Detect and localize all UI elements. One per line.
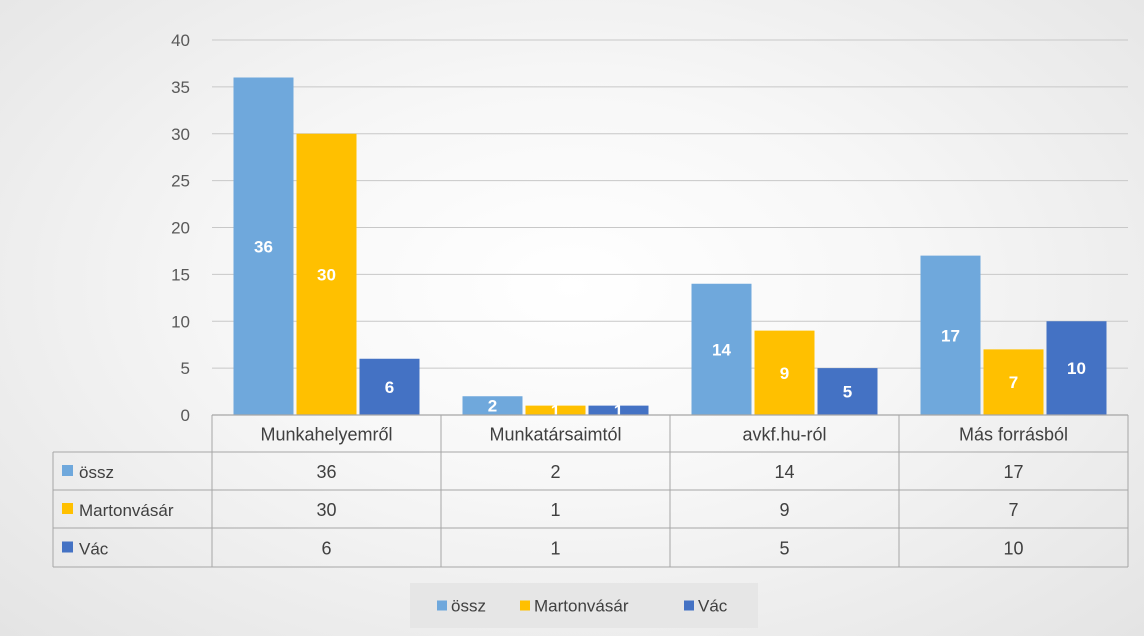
y-tick-label: 30 xyxy=(171,125,190,144)
y-tick-label: 35 xyxy=(171,78,190,97)
legend-key xyxy=(520,600,530,611)
table-cell: 36 xyxy=(316,462,336,482)
legend-label: Martonvásár xyxy=(534,597,629,616)
table-cell: 5 xyxy=(779,539,789,559)
legend-key xyxy=(684,600,694,611)
bar xyxy=(359,358,420,415)
category-label: Munkatársaimtól xyxy=(489,425,621,445)
data-label: 7 xyxy=(1009,373,1018,392)
category-label: Munkahelyemről xyxy=(260,425,392,445)
data-label: 17 xyxy=(941,326,960,345)
bar xyxy=(983,349,1044,415)
bar xyxy=(1046,321,1107,415)
category-label: Más forrásból xyxy=(959,425,1068,445)
table-cell: 1 xyxy=(550,500,560,520)
table-cell: 6 xyxy=(321,539,331,559)
table-cell: 7 xyxy=(1008,500,1018,520)
bar xyxy=(691,283,752,415)
table-cell: 10 xyxy=(1003,539,1023,559)
bar xyxy=(920,255,981,415)
table-cell: 2 xyxy=(550,462,560,482)
bar xyxy=(754,330,815,415)
y-tick-label: 25 xyxy=(171,172,190,191)
legend-box xyxy=(410,583,758,628)
data-label: 36 xyxy=(254,237,273,256)
bar xyxy=(817,368,878,415)
bar xyxy=(296,133,357,415)
y-tick-label: 5 xyxy=(181,359,190,378)
y-tick-label: 0 xyxy=(181,406,190,425)
data-label: 10 xyxy=(1067,359,1086,378)
table-cell: 9 xyxy=(779,500,789,520)
bar xyxy=(588,405,649,415)
legend-label: össz xyxy=(451,597,486,616)
data-label: 6 xyxy=(385,378,394,397)
y-tick-label: 15 xyxy=(171,265,190,284)
y-tick-label: 40 xyxy=(171,31,190,50)
bar xyxy=(233,77,294,415)
table-legend-key xyxy=(62,541,73,553)
table-cell: 1 xyxy=(550,539,560,559)
table-legend-key xyxy=(62,503,73,514)
y-tick-label: 20 xyxy=(171,219,190,238)
table-legend-key xyxy=(62,465,73,476)
table-row-label: Vác xyxy=(79,540,109,559)
table-cell: 30 xyxy=(316,500,336,520)
data-label: 9 xyxy=(780,364,789,383)
data-label: 1 xyxy=(551,401,560,420)
bar xyxy=(525,405,586,415)
category-label: avkf.hu-ról xyxy=(742,425,826,445)
table-cell: 17 xyxy=(1003,462,1023,482)
table-row-label: össz xyxy=(79,463,114,482)
legend-key xyxy=(437,600,447,611)
legend-label: Vác xyxy=(698,597,728,616)
y-tick-label: 10 xyxy=(171,312,190,331)
data-label: 14 xyxy=(712,340,731,359)
bar xyxy=(462,396,523,415)
table-cell: 14 xyxy=(774,462,794,482)
data-label: 1 xyxy=(614,401,623,420)
data-label: 5 xyxy=(843,383,852,402)
data-label: 30 xyxy=(317,265,336,284)
table-row-label: Martonvásár xyxy=(79,501,174,520)
data-label: 2 xyxy=(488,397,497,416)
